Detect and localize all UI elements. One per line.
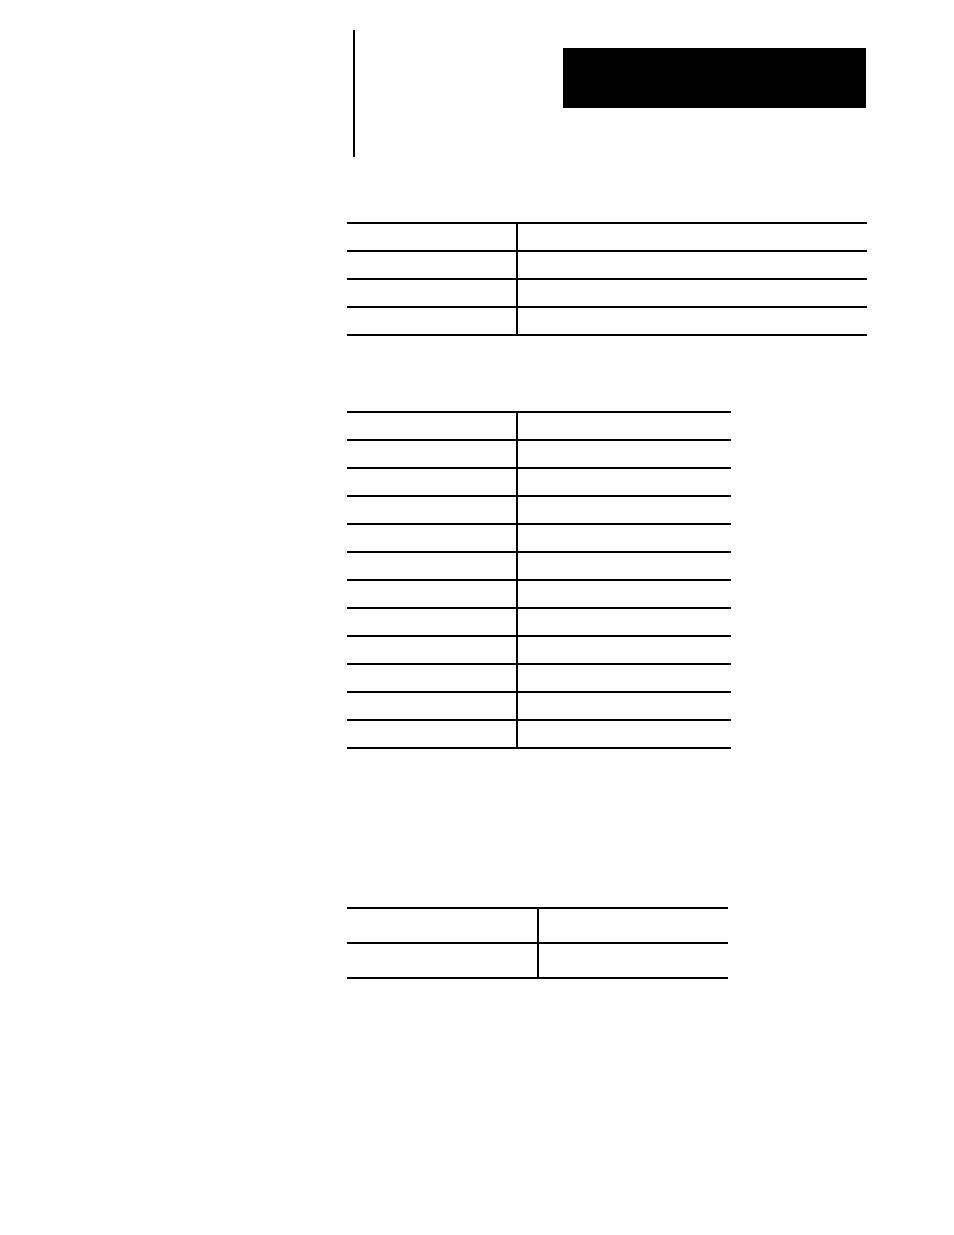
table-row (347, 720, 731, 748)
table-cell (517, 552, 731, 580)
table-cell (347, 908, 538, 943)
table-cell (517, 664, 731, 692)
table-row (347, 440, 731, 468)
table-cell (517, 580, 731, 608)
table-row (347, 496, 731, 524)
table-3 (347, 907, 728, 979)
table-row (347, 307, 867, 335)
table-row (347, 636, 731, 664)
table-cell (538, 908, 728, 943)
table-row (347, 943, 728, 978)
table-cell (347, 692, 517, 720)
table-cell (538, 943, 728, 978)
table-cell (517, 307, 867, 335)
header-black-box (563, 48, 866, 108)
table-cell (347, 664, 517, 692)
table-row (347, 664, 731, 692)
table-cell (347, 636, 517, 664)
table-cell (347, 552, 517, 580)
table-cell (517, 412, 731, 440)
table-cell (517, 636, 731, 664)
table-row (347, 908, 728, 943)
table-cell (347, 279, 517, 307)
table-cell (347, 580, 517, 608)
table-row (347, 279, 867, 307)
table-cell (347, 307, 517, 335)
table-1 (347, 222, 867, 336)
table-row (347, 524, 731, 552)
table-cell (347, 412, 517, 440)
table-cell (517, 279, 867, 307)
table-row (347, 223, 867, 251)
table-row (347, 692, 731, 720)
table-cell (517, 720, 731, 748)
table-row (347, 468, 731, 496)
header-vertical-rule (353, 30, 355, 157)
table-row (347, 552, 731, 580)
table-cell (517, 524, 731, 552)
table-cell (347, 496, 517, 524)
table-cell (347, 223, 517, 251)
table-cell (517, 608, 731, 636)
table-row (347, 608, 731, 636)
table-cell (517, 468, 731, 496)
table-cell (517, 440, 731, 468)
table-cell (517, 692, 731, 720)
table-row (347, 580, 731, 608)
table-cell (347, 608, 517, 636)
table-cell (347, 524, 517, 552)
table-cell (347, 720, 517, 748)
table-cell (347, 251, 517, 279)
table-cell (517, 496, 731, 524)
table-cell (517, 223, 867, 251)
table-cell (347, 440, 517, 468)
table-cell (347, 468, 517, 496)
table-row (347, 251, 867, 279)
table-cell (517, 251, 867, 279)
document-page (0, 0, 954, 1235)
table-row (347, 412, 731, 440)
table-cell (347, 943, 538, 978)
table-2 (347, 411, 731, 749)
